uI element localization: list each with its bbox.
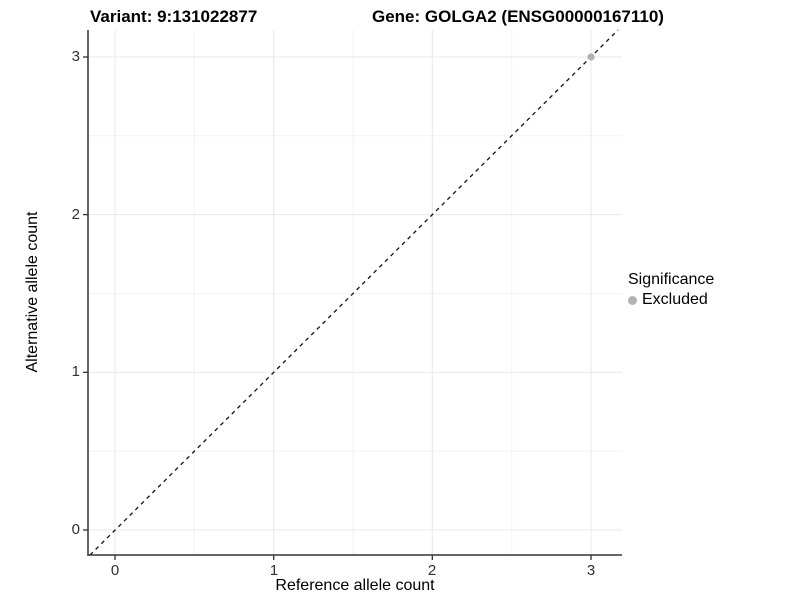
y-tick-marks	[83, 56, 88, 531]
x-tick-label-3: 3	[586, 562, 596, 579]
y-tick-label-0: 0	[71, 521, 80, 538]
y-tick-label-3: 3	[71, 48, 80, 65]
legend-item-excluded: Excluded	[628, 291, 714, 309]
grid-major-horizontal	[88, 56, 622, 531]
x-axis-title: Reference allele count	[275, 577, 435, 594]
identity-dashed-line	[89, 29, 619, 556]
y-axis-title: Alternative allele count	[24, 211, 41, 373]
grid-major-vertical	[114, 30, 592, 555]
legend-title: Significance	[628, 271, 715, 288]
x-tick-label-1: 1	[269, 562, 279, 579]
y-tick-label-2: 2	[71, 206, 80, 223]
x-tick-marks	[114, 555, 592, 560]
variant-title: Variant: 9:131022877	[90, 7, 258, 26]
grid-minor-vertical	[193, 30, 513, 555]
legend: Significance Excluded	[628, 271, 714, 309]
x-tick-label-2: 2	[427, 562, 437, 579]
legend-dot-icon	[628, 295, 637, 305]
gene-title: Gene: GOLGA2 (ENSG00000167110)	[372, 7, 664, 26]
y-tick-label-1: 1	[71, 363, 80, 380]
grid-minor-horizontal	[88, 135, 622, 452]
legend-item-label: Excluded	[642, 291, 708, 308]
x-tick-label-0: 0	[110, 562, 120, 579]
data-point-excluded	[587, 53, 595, 61]
